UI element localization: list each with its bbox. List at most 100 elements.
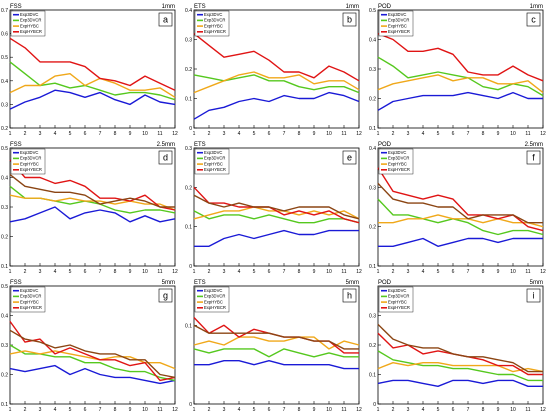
y-tick-label: 0.1 (185, 225, 192, 231)
y-tick-label: 0.3 (1, 102, 8, 108)
panel-letter-box (526, 150, 541, 165)
x-tick-label: 1 (9, 131, 12, 137)
series-line-exphybcr (377, 32, 544, 82)
x-tick-label: 4 (238, 269, 241, 275)
y-tick-label: 0.2 (1, 126, 8, 132)
series-line-exphybcr (9, 37, 176, 91)
x-tick-label: 7 (467, 131, 470, 137)
x-tick-label: 6 (452, 269, 455, 275)
x-tick-label: 12 (540, 269, 546, 275)
x-tick-label: 5 (253, 407, 256, 413)
y-tick-label: 0.2 (1, 235, 8, 241)
y-tick-label: 0 (189, 126, 192, 132)
y-tick-label: 0.1 (369, 373, 376, 379)
x-tick-label: 6 (452, 407, 455, 413)
plot-frame (193, 147, 360, 267)
x-tick-label: 5 (69, 269, 72, 275)
y-tick-label: 0.3 (369, 185, 376, 191)
x-tick-label: 4 (54, 131, 57, 137)
x-tick-label: 11 (341, 131, 346, 137)
panel-letter-box (158, 150, 173, 165)
legend-label: ExpHYBCR (20, 167, 42, 172)
x-tick-label: 12 (172, 131, 178, 137)
x-tick-label: 9 (313, 407, 316, 413)
x-tick-label: 7 (99, 407, 102, 413)
x-tick-label: 9 (129, 407, 132, 413)
x-tick-label: 2 (392, 269, 395, 275)
series-line-exp3dvc (194, 360, 359, 370)
x-tick-label: 12 (172, 407, 178, 413)
x-tick-label: 9 (497, 269, 500, 275)
x-tick-label: 10 (142, 131, 148, 137)
x-tick-label: 2 (24, 269, 27, 275)
x-tick-label: 10 (510, 407, 516, 413)
y-tick-label: 0 (189, 402, 192, 408)
y-tick-label: 0.4 (1, 176, 8, 182)
x-tick-label: 12 (356, 269, 362, 275)
y-tick-label: 0.4 (369, 38, 376, 44)
y-tick-label: 0.3 (185, 38, 192, 44)
y-tick-label: 0.5 (1, 55, 8, 61)
x-tick-label: 8 (482, 407, 485, 413)
x-tick-label: 6 (268, 131, 271, 137)
panel-metric-label: ETS (194, 280, 206, 286)
legend-label: Exp3DVC (388, 12, 406, 17)
panel-threshold-label: 5mm (162, 280, 175, 286)
x-tick-label: 2 (392, 407, 395, 413)
x-tick-label: 7 (99, 131, 102, 137)
x-tick-label: 7 (283, 407, 286, 413)
series-line-exp3dvcr (9, 61, 176, 101)
x-tick-label: 5 (69, 407, 72, 413)
plot-frame (377, 147, 544, 267)
panel-letter: d (163, 153, 168, 163)
series-line-exp3dvcr (377, 350, 543, 382)
x-tick-label: 9 (313, 269, 316, 275)
legend-label: Exp3DVC (388, 288, 406, 293)
series-line-exp3dvc (9, 89, 176, 110)
series-line-exp3dvc (194, 229, 359, 248)
series-line-exphybcr (9, 320, 176, 382)
x-tick-label: 3 (39, 131, 42, 137)
x-tick-label: 10 (142, 407, 148, 413)
panel-letter-box (342, 150, 357, 165)
y-tick-label: 0.3 (1, 343, 8, 349)
series-line-exphybc (193, 336, 360, 350)
x-tick-label: 8 (114, 407, 117, 413)
x-tick-label: 5 (253, 131, 256, 137)
x-tick-label: 6 (84, 131, 87, 137)
y-tick-label: 0.5 (369, 8, 376, 14)
x-tick-label: 7 (467, 269, 470, 275)
panel-threshold-label: 1mm (530, 4, 543, 10)
x-tick-label: 7 (467, 407, 470, 413)
panel-metric-label: FSS (10, 4, 22, 10)
x-tick-label: 1 (193, 407, 196, 413)
x-tick-label: 12 (356, 131, 362, 137)
y-tick-label: 0.2 (185, 185, 192, 191)
plot-frame (9, 9, 176, 129)
legend-label: Exp3DVC (204, 288, 222, 293)
y-tick-label: 0.3 (369, 314, 376, 320)
x-tick-label: 4 (238, 407, 241, 413)
x-tick-label: 11 (157, 131, 162, 137)
y-tick-label: 0.2 (369, 97, 376, 103)
legend-label: Exp3DVCR (388, 18, 409, 23)
panel-metric-label: ETS (194, 142, 206, 148)
y-tick-label: 0.7 (1, 8, 8, 14)
legend-label: Exp3DVCR (204, 294, 225, 299)
x-tick-label: 8 (114, 131, 117, 137)
x-tick-label: 4 (238, 131, 241, 137)
series-line-exp3dvcr (377, 56, 544, 97)
legend-label: ExpHYBCR (204, 167, 226, 172)
legend-label: Exp3DVCR (388, 156, 409, 161)
x-tick-label: 11 (525, 131, 530, 137)
x-tick-label: 10 (510, 131, 516, 137)
series-line-exphybc (378, 214, 544, 228)
